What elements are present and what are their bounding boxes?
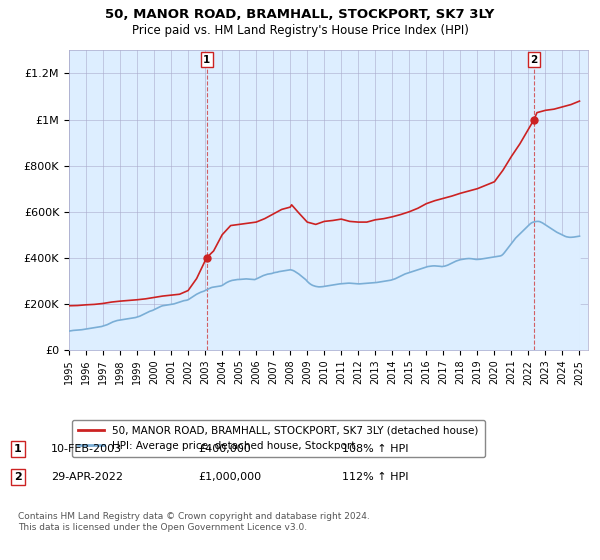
Text: Price paid vs. HM Land Registry's House Price Index (HPI): Price paid vs. HM Land Registry's House … (131, 24, 469, 36)
Text: 50, MANOR ROAD, BRAMHALL, STOCKPORT, SK7 3LY: 50, MANOR ROAD, BRAMHALL, STOCKPORT, SK7… (106, 8, 494, 21)
Text: £400,000: £400,000 (198, 444, 251, 454)
Text: 1: 1 (14, 444, 22, 454)
Text: 1: 1 (203, 55, 211, 65)
Text: 10-FEB-2003: 10-FEB-2003 (51, 444, 122, 454)
Text: 2: 2 (14, 472, 22, 482)
Legend: 50, MANOR ROAD, BRAMHALL, STOCKPORT, SK7 3LY (detached house), HPI: Average pric: 50, MANOR ROAD, BRAMHALL, STOCKPORT, SK7… (71, 419, 485, 458)
Text: 108% ↑ HPI: 108% ↑ HPI (342, 444, 409, 454)
Text: Contains HM Land Registry data © Crown copyright and database right 2024.
This d: Contains HM Land Registry data © Crown c… (18, 512, 370, 532)
Text: 112% ↑ HPI: 112% ↑ HPI (342, 472, 409, 482)
Text: £1,000,000: £1,000,000 (198, 472, 261, 482)
Text: 29-APR-2022: 29-APR-2022 (51, 472, 123, 482)
Text: 2: 2 (530, 55, 538, 65)
